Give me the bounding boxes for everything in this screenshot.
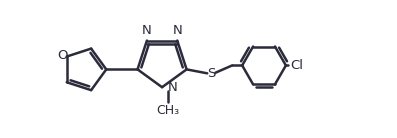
Text: N: N — [172, 24, 182, 37]
Text: Cl: Cl — [291, 59, 303, 72]
Text: N: N — [168, 81, 177, 94]
Text: N: N — [142, 24, 152, 37]
Text: CH₃: CH₃ — [156, 104, 179, 117]
Text: O: O — [57, 49, 67, 62]
Text: S: S — [207, 67, 215, 80]
